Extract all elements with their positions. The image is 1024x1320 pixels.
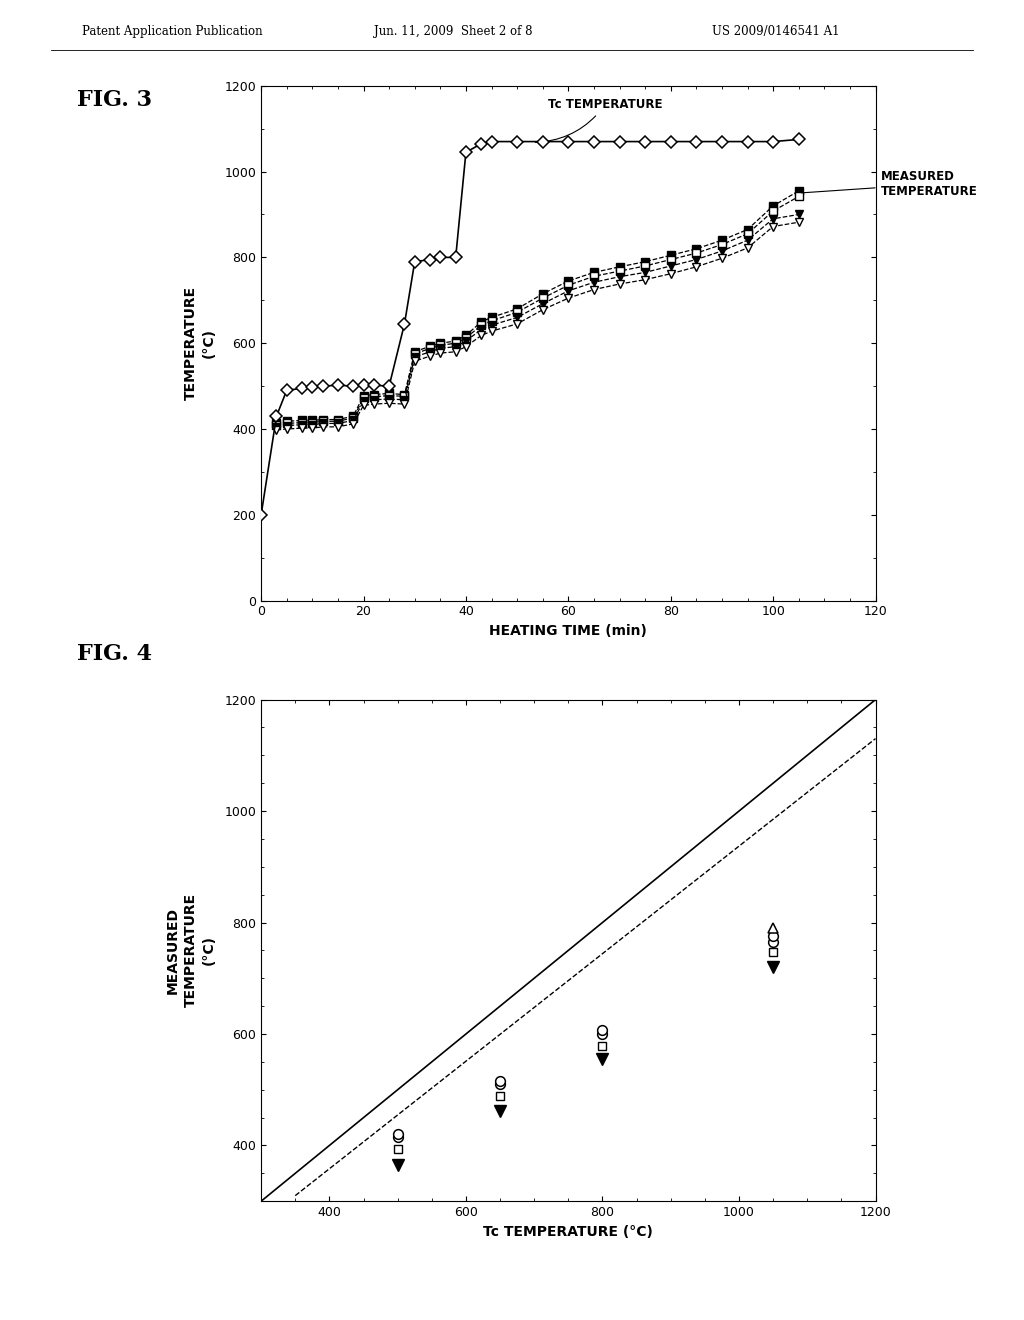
Text: FIG. 4: FIG. 4 — [77, 643, 152, 665]
X-axis label: Tc TEMPERATURE (°C): Tc TEMPERATURE (°C) — [483, 1225, 653, 1238]
Y-axis label: MEASURED
TEMPERATURE
(°C): MEASURED TEMPERATURE (°C) — [165, 894, 216, 1007]
Text: Jun. 11, 2009  Sheet 2 of 8: Jun. 11, 2009 Sheet 2 of 8 — [374, 25, 532, 38]
X-axis label: HEATING TIME (min): HEATING TIME (min) — [489, 624, 647, 638]
Text: US 2009/0146541 A1: US 2009/0146541 A1 — [712, 25, 840, 38]
Text: Patent Application Publication: Patent Application Publication — [82, 25, 262, 38]
Text: FIG. 3: FIG. 3 — [77, 88, 152, 111]
Text: Tc TEMPERATURE: Tc TEMPERATURE — [536, 98, 663, 143]
Text: MEASURED
TEMPERATURE: MEASURED TEMPERATURE — [802, 170, 977, 198]
Y-axis label: TEMPERATURE
(°C): TEMPERATURE (°C) — [183, 286, 216, 400]
